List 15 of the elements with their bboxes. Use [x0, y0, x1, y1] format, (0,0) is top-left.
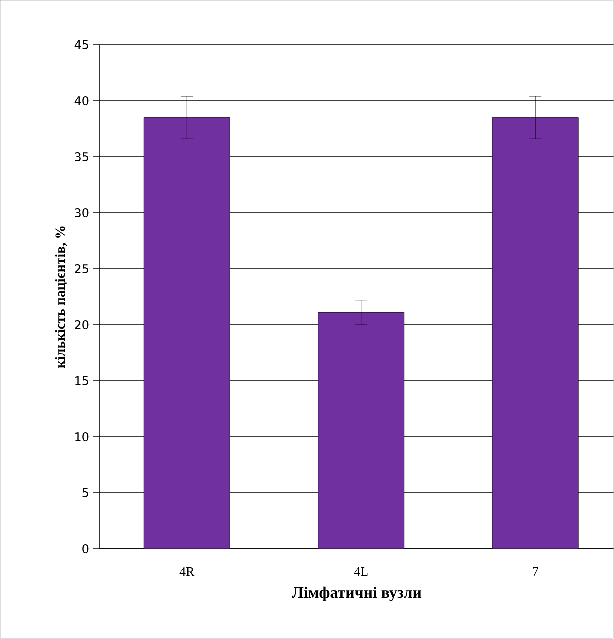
x-tick-label: 4L	[354, 568, 368, 576]
y-tick-label: 40	[74, 96, 89, 106]
y-tick-label: 35	[75, 152, 88, 162]
x-tick-label: 4R	[180, 568, 195, 576]
y-tick-label: 10	[76, 432, 89, 442]
y-tick-label: 5	[82, 488, 88, 498]
y-tick-label: 20	[75, 320, 89, 330]
y-tick-label: 30	[75, 208, 89, 218]
y-tick-label: 15	[76, 376, 88, 386]
y-tick-label: 45	[74, 40, 88, 50]
x-axis-title: Лімфатичні вузли	[292, 586, 422, 602]
y-tick-label: 0	[82, 544, 89, 554]
y-tick-label: 25	[75, 264, 88, 274]
x-tick-label: 7	[533, 568, 538, 576]
y-axis-title: кількість пацієнтів, %	[55, 226, 68, 368]
